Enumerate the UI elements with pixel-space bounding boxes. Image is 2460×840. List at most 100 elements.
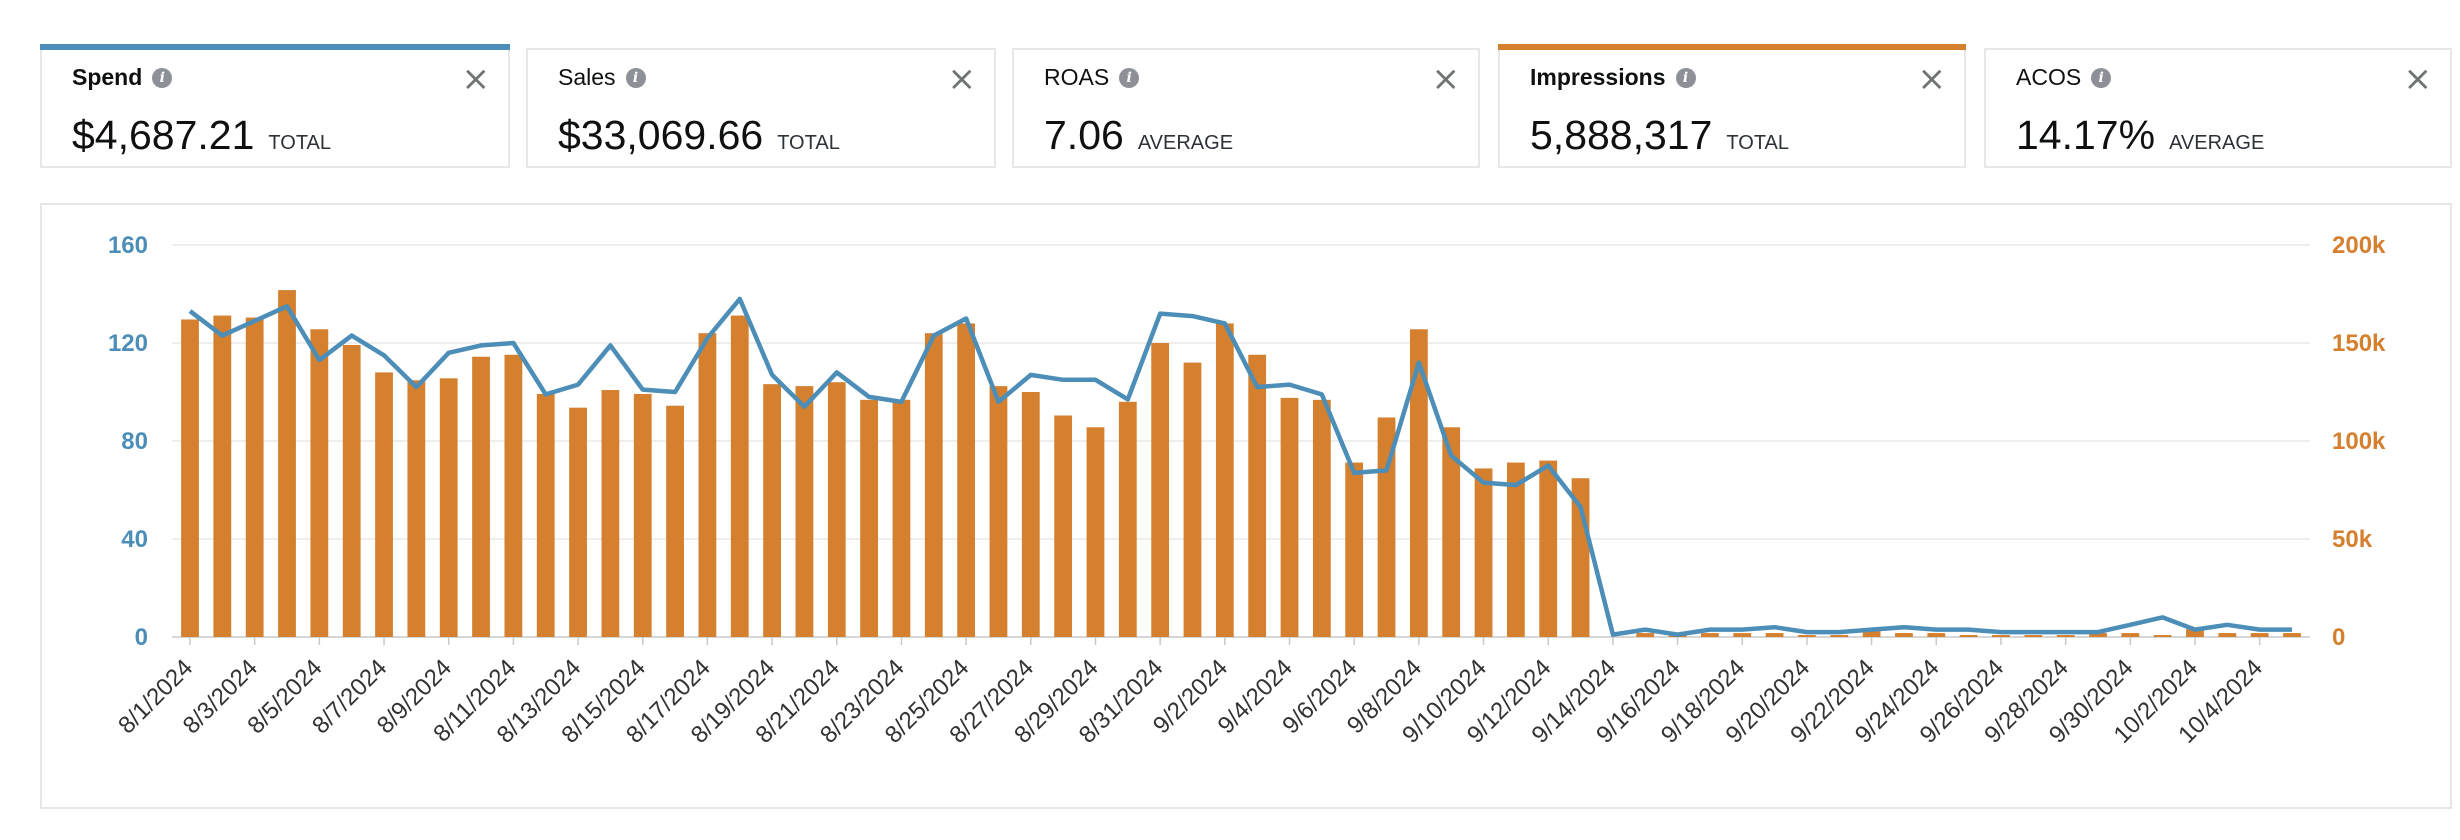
impressions-bar [375, 372, 393, 637]
impressions-bar [1862, 631, 1881, 637]
close-icon[interactable]: × [1431, 59, 1461, 99]
impressions-bar [763, 384, 781, 637]
y-tick-label-right: 100k [2332, 428, 2386, 455]
impressions-bar [860, 399, 879, 637]
impressions-bar [795, 386, 814, 637]
impressions-bar [504, 354, 523, 637]
impressions-bar [1118, 401, 1137, 637]
impressions-bar [2153, 635, 2172, 637]
y-tick-label-right: 150k [2332, 330, 2386, 357]
info-icon[interactable]: i [2091, 67, 2112, 88]
metric-aggregation: TOTAL [777, 132, 840, 154]
impressions-bar [1312, 399, 1331, 637]
impressions-bar [730, 315, 749, 637]
info-icon[interactable]: i [1675, 67, 1696, 88]
metric-value-number: 5,888,317 [1530, 112, 1713, 158]
impressions-bar [472, 356, 490, 637]
metric-accent-bar [1012, 44, 1480, 50]
x-axis: 8/1/20248/3/20248/5/20248/7/20248/9/2024… [113, 637, 2268, 749]
metric-value-number: $4,687.21 [72, 112, 255, 158]
metric-card-spend[interactable]: Spend i × $4,687.21 TOTAL [40, 44, 510, 168]
impressions-bar [1474, 468, 1493, 637]
metric-name: ACOS i [2016, 64, 2112, 91]
y-tick-label-left: 40 [121, 526, 148, 553]
y-tick-label-right: 50k [2332, 526, 2373, 553]
metric-accent-bar [1498, 44, 1966, 50]
impressions-bar [698, 333, 717, 637]
metric-aggregation: AVERAGE [2169, 132, 2265, 154]
metric-name-text: Spend [72, 64, 143, 90]
impressions-bar [2121, 633, 2140, 637]
impressions-bar [2283, 633, 2301, 637]
impressions-bar [892, 399, 911, 637]
metric-cards: Spend i × $4,687.21 TOTAL Sales i × $33,069… [0, 0, 2460, 175]
impressions-bar [1248, 354, 1267, 637]
impressions-bar [2218, 633, 2237, 637]
y-tick-label-right: 200k [2332, 232, 2386, 259]
metric-value-number: 14.17% [2016, 112, 2156, 158]
impressions-bar [1442, 427, 1461, 637]
close-icon[interactable]: × [461, 59, 491, 99]
metric-value: 5,888,317 TOTAL [1530, 112, 1789, 159]
impressions-bar [2024, 635, 2043, 637]
close-icon[interactable]: × [1917, 59, 1947, 99]
metric-name: ROAS i [1044, 64, 1140, 91]
y-tick-label-left: 120 [108, 330, 148, 357]
impressions-bar [1506, 462, 1525, 637]
impressions-bar [1183, 362, 1202, 637]
impressions-bar [1280, 397, 1299, 637]
close-icon[interactable]: × [947, 59, 977, 99]
y-tick-label-left: 80 [121, 428, 148, 455]
impressions-bar [2250, 633, 2269, 637]
metric-name-text: Impressions [1530, 64, 1666, 90]
metric-card-acos[interactable]: ACOS i × 14.17% AVERAGE [1984, 48, 2452, 168]
impressions-bar [1409, 329, 1428, 637]
impressions-bar [666, 405, 684, 637]
y-axis-right: 0 50k 100k 150k 200k [2332, 232, 2386, 651]
impressions-bars [181, 290, 2301, 637]
impressions-bar [957, 323, 976, 637]
impressions-bar [213, 315, 232, 637]
metric-name-text: ROAS [1044, 64, 1110, 90]
impressions-bar [1151, 343, 1170, 637]
metric-name-text: ACOS [2016, 64, 2082, 90]
metric-value-number: 7.06 [1044, 112, 1124, 158]
metric-value-number: $33,069.66 [558, 112, 764, 158]
metric-value: $33,069.66 TOTAL [558, 112, 840, 159]
impressions-bar [1765, 633, 1784, 637]
metric-value: 7.06 AVERAGE [1044, 112, 1233, 159]
metric-value: $4,687.21 TOTAL [72, 112, 331, 159]
impressions-bar [1798, 635, 1816, 637]
metric-aggregation: TOTAL [1726, 132, 1790, 154]
impressions-bar [1021, 392, 1040, 637]
impressions-bar [569, 407, 587, 637]
impressions-bar [1086, 427, 1105, 637]
impressions-bar [1215, 323, 1234, 637]
chart-panel: 0 40 80 120 160 0 50k 100k 150k 200k 8/1/2024 8/3… [40, 203, 2452, 809]
metric-name: Spend i [72, 64, 173, 91]
y-tick-label-right: 0 [2332, 624, 2345, 651]
impressions-bar [601, 390, 620, 637]
metric-name: Sales i [558, 64, 646, 91]
metric-card-impressions[interactable]: Impressions i × 5,888,317 TOTAL [1498, 44, 1966, 168]
metric-value: 14.17% AVERAGE [2016, 112, 2264, 159]
info-icon[interactable]: i [1119, 67, 1140, 88]
impressions-bar [1539, 460, 1558, 637]
impressions-bar [1054, 415, 1073, 637]
impressions-bar [827, 382, 846, 637]
chart-gridlines [172, 244, 2310, 638]
impressions-bar [407, 380, 426, 637]
spend-line-path [188, 296, 2292, 637]
impressions-bar [2089, 633, 2107, 637]
close-icon[interactable]: × [2403, 59, 2433, 99]
metric-card-roas[interactable]: ROAS i × 7.06 AVERAGE [1012, 48, 1480, 168]
impressions-bar [439, 378, 458, 637]
info-icon[interactable]: i [625, 67, 646, 88]
impressions-bar [1927, 633, 1946, 637]
metric-aggregation: AVERAGE [1137, 132, 1234, 154]
impressions-bar [2186, 629, 2204, 637]
metric-card-sales[interactable]: Sales i × $33,069.66 TOTAL [526, 48, 996, 168]
y-tick-label-left: 0 [135, 624, 148, 651]
info-icon[interactable]: i [152, 67, 173, 88]
metric-accent-bar [40, 44, 510, 50]
